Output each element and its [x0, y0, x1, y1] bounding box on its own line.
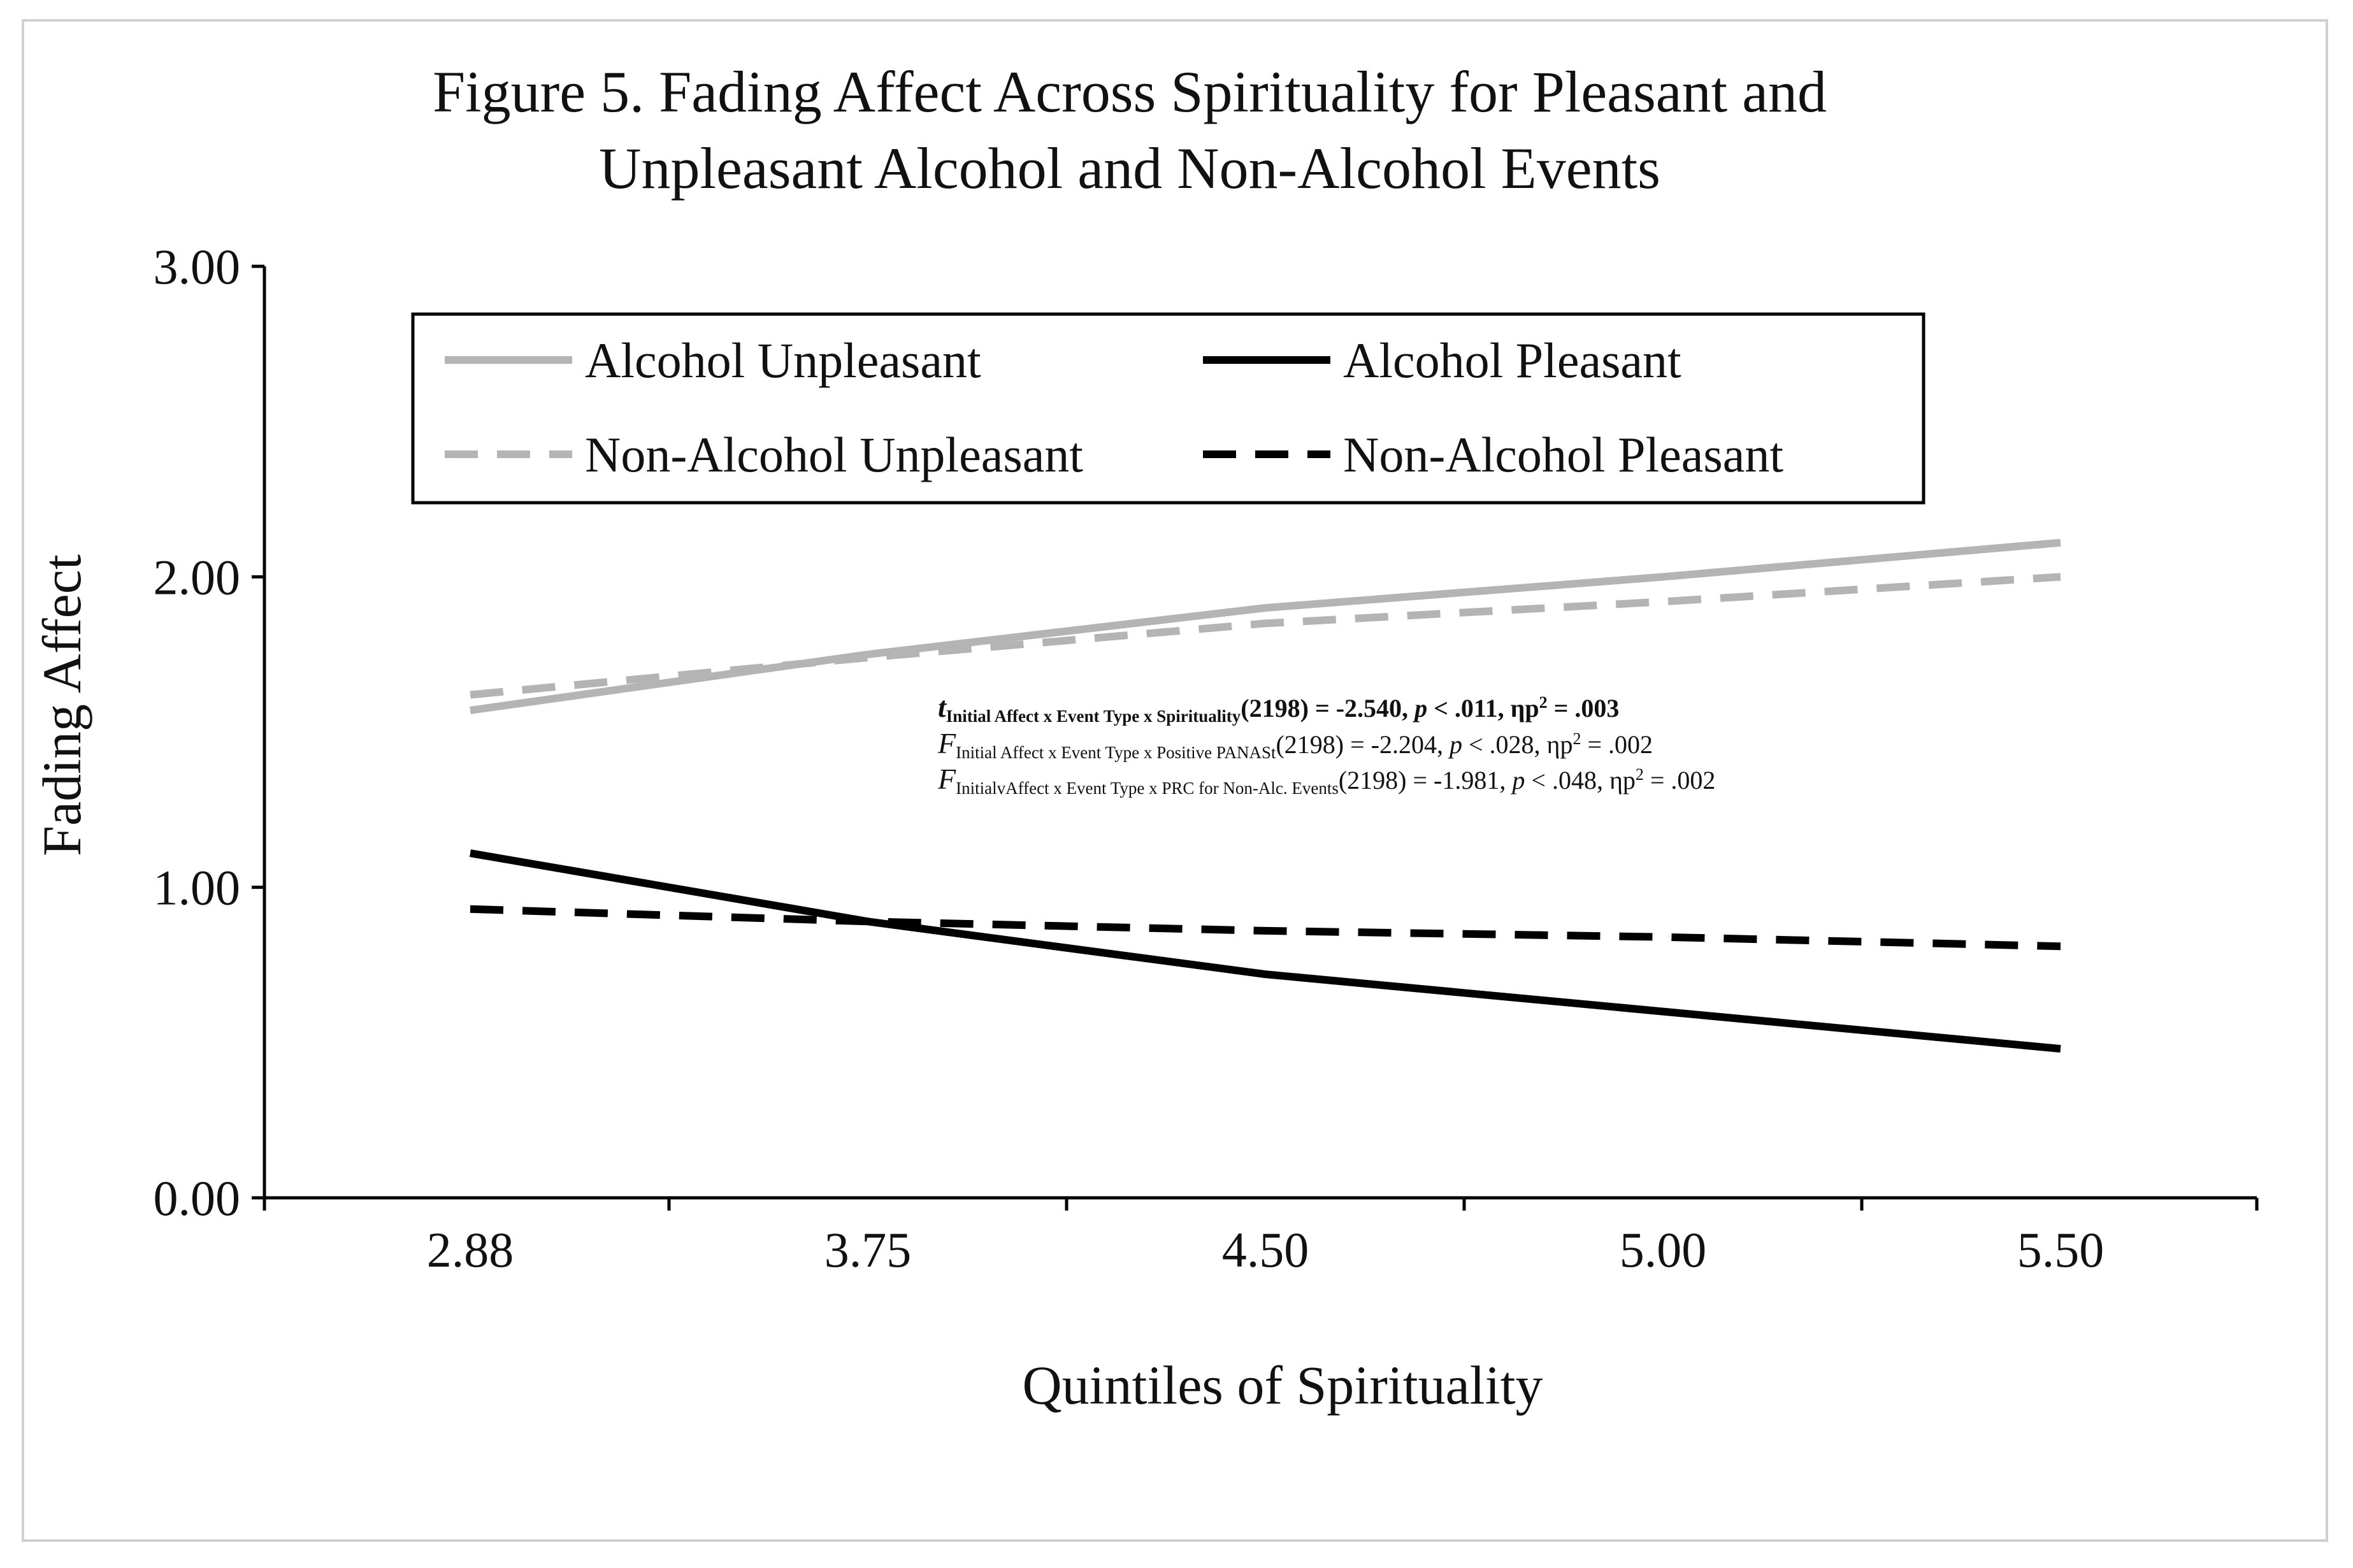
series-line-alcohol-unpleasant: [470, 538, 2061, 714]
axes: 0.00 1.00 2.00 3.00 2.88 3.75 4.50 5.00 5.50: [154, 239, 2259, 1277]
y-tick-label: 3.00: [154, 239, 241, 294]
series-layer: [469, 538, 2061, 1053]
annotation-line-t: tInitial Affect x Event Type x Spiritual…: [938, 691, 1619, 726]
chart-title-line-1: Figure 5. Fading Affect Across Spiritual…: [433, 59, 1827, 124]
annotation-line-f1: FInitial Affect x Event Type x Positive …: [937, 727, 1653, 762]
x-tick-label: 5.50: [2017, 1222, 2105, 1277]
legend-label-alcohol-unpleasant: Alcohol Unpleasant: [585, 333, 981, 388]
x-tick-label: 3.75: [824, 1222, 912, 1277]
legend-label-non-alcohol-unpleasant: Non-Alcohol Unpleasant: [585, 427, 1083, 482]
legend-label-alcohol-pleasant: Alcohol Pleasant: [1343, 333, 1681, 388]
y-tick-label: 1.00: [154, 860, 241, 916]
legend-label-non-alcohol-pleasant: Non-Alcohol Pleasant: [1343, 427, 1783, 482]
legend-box: [411, 312, 1925, 505]
x-axis-label: Quintiles of Spirituality: [1023, 1355, 1543, 1416]
series-line-non-alcohol-pleasant: [470, 905, 2061, 951]
x-tick-label: 5.00: [1620, 1222, 1707, 1277]
x-tick-label: 2.88: [427, 1222, 514, 1277]
chart-title-line-2: Unpleasant Alcohol and Non-Alcohol Event…: [599, 136, 1660, 201]
y-tick-label: 0.00: [154, 1170, 241, 1226]
y-axis-label: Fading Affect: [31, 554, 92, 856]
annotation-line-f2: FInitialvAffect x Event Type x PRC for N…: [937, 763, 1715, 798]
figure-frame: [22, 19, 2328, 1542]
series-line-alcohol-pleasant: [469, 849, 2061, 1053]
x-tick-label: 4.50: [1222, 1222, 1309, 1277]
stats-annotation: tInitial Affect x Event Type x Spiritual…: [937, 691, 1715, 798]
legend: Alcohol Unpleasant Alcohol Pleasant Non-…: [411, 312, 1925, 505]
y-tick-label: 2.00: [154, 549, 241, 605]
